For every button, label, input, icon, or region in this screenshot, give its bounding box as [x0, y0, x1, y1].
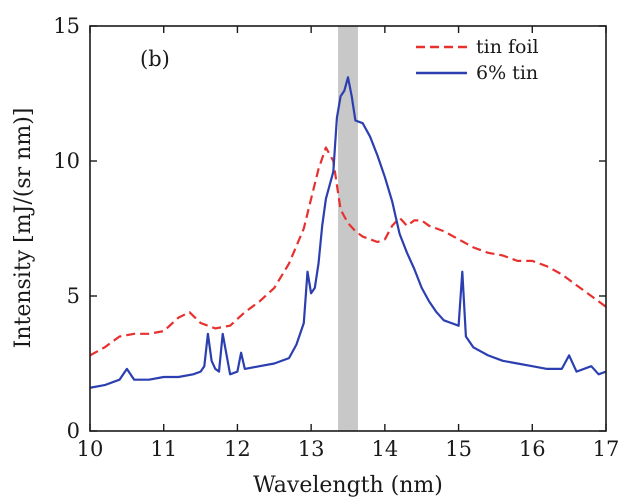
y-axis-title: Intensity [mJ/(sr nm)] [11, 108, 36, 349]
panel-label: (b) [140, 47, 170, 71]
y-tick-label: 0 [67, 419, 80, 443]
legend-label-tin-foil: tin foil [476, 36, 539, 58]
series-layer [90, 76, 606, 389]
x-tick-label: 13 [298, 437, 325, 461]
y-tick-label: 5 [67, 284, 80, 308]
series-line-tin-foil [90, 146, 606, 357]
x-tick-label: 12 [224, 437, 251, 461]
x-tick-label: 14 [371, 437, 398, 461]
legend-label-6pct-tin: 6% tin [476, 62, 538, 84]
x-tick-label: 11 [150, 437, 177, 461]
legend: tin foil 6% tin [416, 36, 539, 84]
series-line-6pct-tin [90, 76, 606, 389]
y-tick-label: 15 [53, 14, 80, 38]
x-tick-label: 10 [77, 437, 104, 461]
x-tick-label: 15 [445, 437, 472, 461]
y-tick-label: 10 [53, 149, 80, 173]
x-tick-label: 16 [519, 437, 546, 461]
plot-frame [89, 25, 607, 432]
highlight-band [338, 26, 358, 431]
tick-layer: 10 11 12 13 14 15 16 17 0 5 10 15 [53, 14, 619, 461]
x-tick-label: 17 [593, 437, 620, 461]
x-axis-title: Wavelength (nm) [253, 473, 443, 498]
highlight-band-layer [338, 26, 358, 431]
